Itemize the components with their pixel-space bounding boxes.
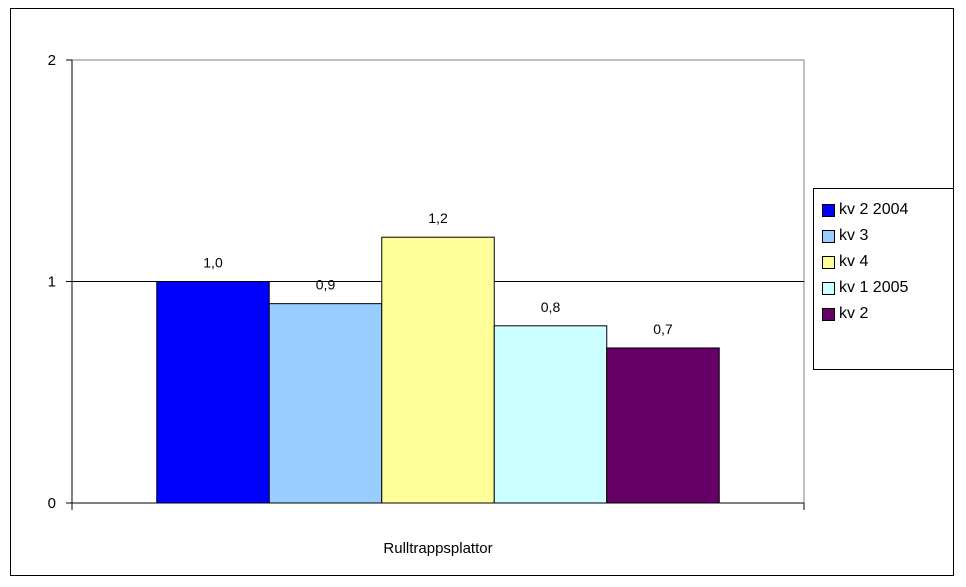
- chart-legend: kv 2 2004 kv 3 kv 4 kv 1 2005 kv 2: [813, 188, 954, 370]
- legend-label: kv 2 2004: [839, 201, 909, 218]
- data-label: 0,7: [653, 321, 673, 337]
- y-tick-label: 2: [48, 52, 56, 69]
- y-tick-label: 1: [48, 274, 56, 291]
- bar-4: [493, 325, 608, 504]
- legend-item: kv 2 2004: [822, 197, 953, 223]
- legend-swatch: [822, 229, 835, 243]
- legend-item: kv 3: [822, 223, 953, 249]
- data-label: 0,8: [541, 299, 561, 315]
- bar-5: [606, 347, 720, 504]
- legend-swatch: [822, 281, 835, 295]
- bar-1: [156, 281, 270, 504]
- legend-label: kv 1 2005: [839, 279, 909, 296]
- bar-3: [381, 236, 495, 504]
- x-category-label: Rulltrappsplattor: [383, 540, 492, 557]
- legend-swatch: [822, 307, 835, 321]
- data-label: 0,9: [316, 277, 336, 293]
- legend-item: kv 1 2005: [822, 275, 953, 301]
- bar-2: [268, 303, 383, 504]
- legend-label: kv 2: [839, 305, 869, 322]
- y-tick-label: 0: [48, 495, 56, 512]
- legend-label: kv 4: [839, 253, 869, 270]
- data-label: 1,0: [203, 255, 223, 271]
- legend-swatch: [822, 255, 835, 269]
- legend-swatch: [822, 203, 835, 217]
- data-label: 1,2: [428, 210, 448, 226]
- legend-item: kv 2: [822, 301, 953, 327]
- legend-item: kv 4: [822, 249, 953, 275]
- legend-label: kv 3: [839, 227, 869, 244]
